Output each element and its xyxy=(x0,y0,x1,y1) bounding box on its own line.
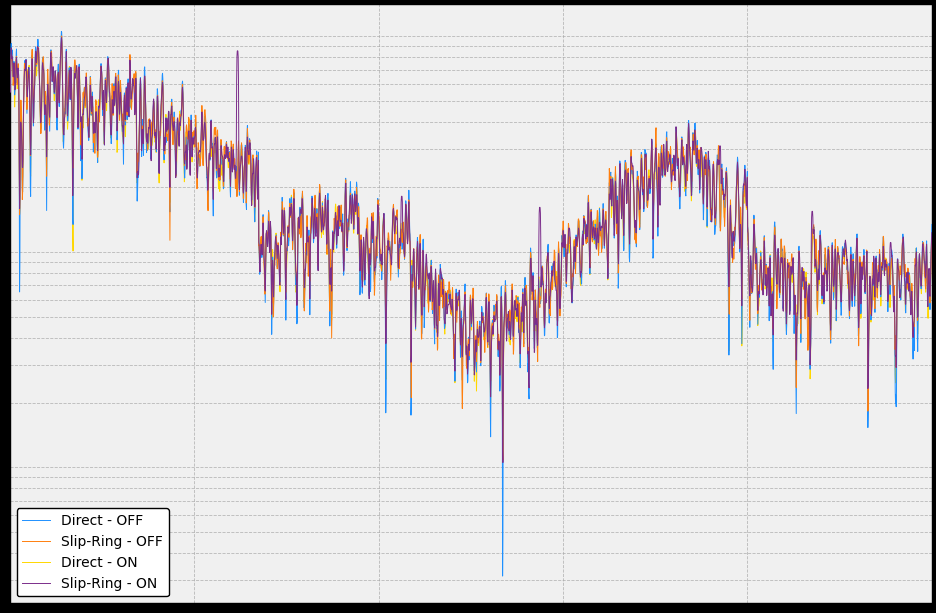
Line: Direct - OFF: Direct - OFF xyxy=(9,31,932,576)
Slip-Ring - OFF xyxy=(497,456,508,463)
Slip-Ring - OFF xyxy=(358,235,369,243)
Slip-Ring - OFF xyxy=(110,83,121,90)
Direct - OFF xyxy=(56,28,67,35)
Slip-Ring - OFF xyxy=(398,235,409,242)
Direct - OFF xyxy=(927,221,936,228)
Slip-Ring - OFF xyxy=(810,264,821,271)
Direct - OFF xyxy=(110,82,121,89)
Direct - ON xyxy=(56,38,67,45)
Line: Slip-Ring - ON: Slip-Ring - ON xyxy=(9,38,932,463)
Direct - OFF xyxy=(358,237,369,245)
Slip-Ring - ON xyxy=(358,234,369,241)
Direct - ON xyxy=(165,199,176,206)
Direct - ON xyxy=(358,245,369,253)
Legend: Direct - OFF, Slip-Ring - OFF, Direct - ON, Slip-Ring - ON: Direct - OFF, Slip-Ring - OFF, Direct - … xyxy=(17,508,168,596)
Slip-Ring - ON xyxy=(810,262,821,270)
Direct - ON xyxy=(110,82,121,89)
Slip-Ring - OFF xyxy=(909,314,920,322)
Direct - ON xyxy=(398,243,409,251)
Slip-Ring - OFF xyxy=(56,32,67,40)
Direct - OFF xyxy=(909,347,920,354)
Direct - OFF xyxy=(497,573,508,580)
Slip-Ring - ON xyxy=(4,83,15,90)
Direct - ON xyxy=(927,230,936,238)
Direct - ON xyxy=(810,268,821,276)
Slip-Ring - ON xyxy=(497,459,508,466)
Slip-Ring - ON xyxy=(927,229,936,236)
Slip-Ring - ON xyxy=(110,86,121,93)
Slip-Ring - OFF xyxy=(4,70,15,78)
Direct - OFF xyxy=(165,208,176,216)
Line: Direct - ON: Direct - ON xyxy=(9,42,932,453)
Slip-Ring - ON xyxy=(165,184,176,191)
Direct - OFF xyxy=(398,232,409,240)
Slip-Ring - OFF xyxy=(927,235,936,242)
Direct - ON xyxy=(4,56,15,63)
Direct - ON xyxy=(497,449,508,457)
Direct - ON xyxy=(909,324,920,332)
Slip-Ring - ON xyxy=(56,34,67,42)
Direct - OFF xyxy=(810,265,821,272)
Slip-Ring - OFF xyxy=(165,237,176,244)
Slip-Ring - ON xyxy=(398,237,409,245)
Direct - OFF xyxy=(4,82,15,89)
Slip-Ring - ON xyxy=(909,314,920,321)
Line: Slip-Ring - OFF: Slip-Ring - OFF xyxy=(9,36,932,460)
